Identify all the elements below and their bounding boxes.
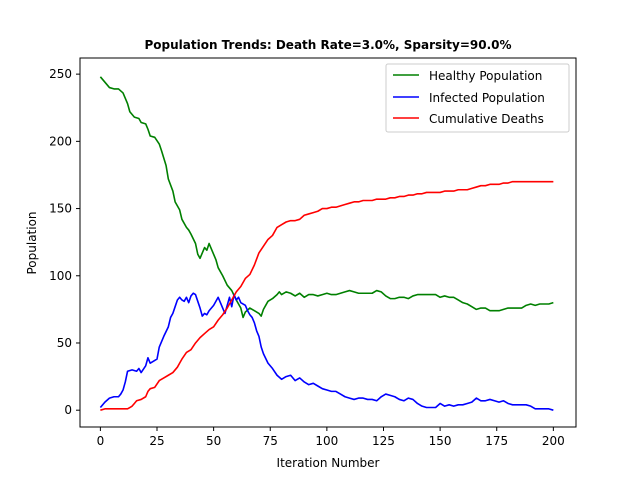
y-tick-label: 200 xyxy=(49,134,72,148)
y-tick-label: 100 xyxy=(49,269,72,283)
x-axis-label: Iteration Number xyxy=(277,456,380,470)
series-line-0 xyxy=(99,76,554,319)
x-tick-label: 75 xyxy=(263,434,278,448)
chart-title: Population Trends: Death Rate=3.0%, Spar… xyxy=(144,38,511,52)
series-line-1 xyxy=(99,292,554,411)
x-tick-label: 25 xyxy=(149,434,164,448)
y-axis: 0 50 100 150 200 250 xyxy=(49,67,80,417)
y-tick-label: 0 xyxy=(64,403,72,417)
y-tick-label: 250 xyxy=(49,67,72,81)
x-tick-label: 50 xyxy=(206,434,221,448)
y-tick-label: 150 xyxy=(49,202,72,216)
legend-frame xyxy=(385,63,570,133)
x-axis: 0 25 50 75 100 125 150 175 200 xyxy=(97,427,565,448)
legend-label-infected: Infected Population xyxy=(429,91,545,105)
x-tick-label: 100 xyxy=(315,434,338,448)
axes-frame xyxy=(79,57,577,428)
x-tick-label: 200 xyxy=(542,434,565,448)
plot-area xyxy=(79,57,577,428)
legend-label-healthy: Healthy Population xyxy=(429,69,542,83)
legend: Healthy Population Infected Population C… xyxy=(385,63,570,133)
x-tick-label: 175 xyxy=(485,434,508,448)
x-tick-label: 0 xyxy=(97,434,105,448)
series-line-2 xyxy=(100,180,554,411)
y-axis-label: Population xyxy=(25,211,39,274)
y-tick-label: 50 xyxy=(57,336,72,350)
legend-label-deaths: Cumulative Deaths xyxy=(429,112,544,126)
series-lines xyxy=(99,76,554,411)
x-tick-label: 125 xyxy=(372,434,395,448)
x-tick-label: 150 xyxy=(429,434,452,448)
